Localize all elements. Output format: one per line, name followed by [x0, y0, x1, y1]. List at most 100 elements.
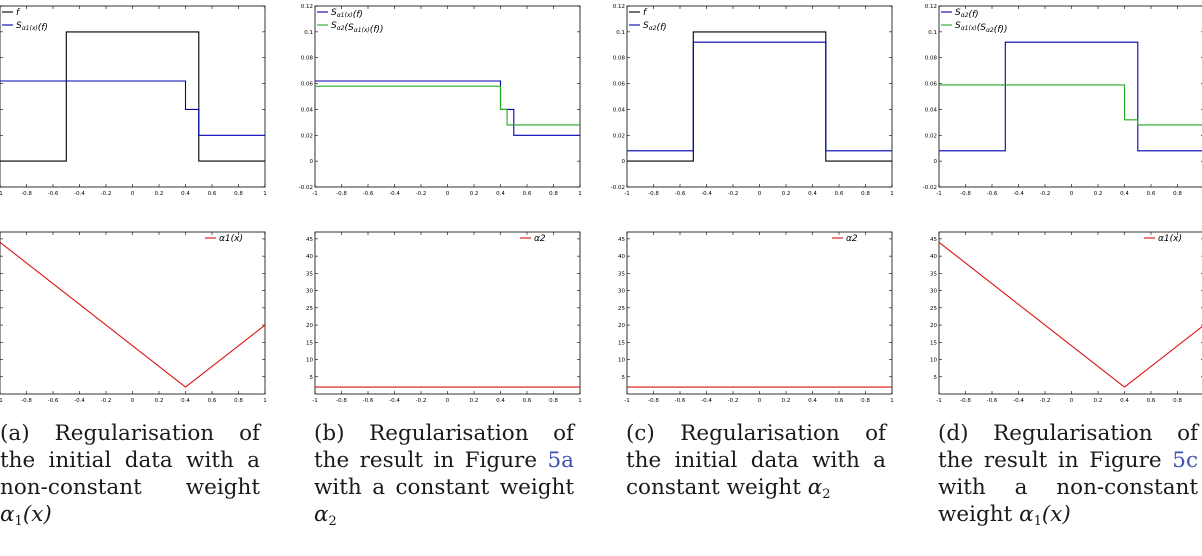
series-line-green: [939, 84, 1202, 126]
plot-frame: [938, 231, 1202, 395]
x-tick-label: -1: [0, 191, 3, 197]
x-tick-label: 0.2: [1094, 398, 1103, 404]
x-tick-label: -0.8: [21, 191, 32, 197]
x-tick-label: 0.4: [1120, 191, 1129, 197]
caption-b-tag: (b): [314, 421, 345, 446]
series-line-blue: [627, 41, 892, 152]
x-tick-label: -0.6: [48, 191, 59, 197]
y-tick-label: 0.08: [301, 56, 314, 62]
plot-frame: [626, 5, 893, 188]
y-tick-label: 30: [930, 289, 937, 295]
x-tick-label: -0.2: [101, 398, 112, 404]
x-tick-label: -0.4: [74, 191, 85, 197]
caption-d-tag: (d): [938, 421, 969, 446]
plot-frame: [0, 5, 266, 188]
y-tick-label: 35: [618, 271, 625, 277]
x-tick-label: -0.8: [21, 398, 32, 404]
y-tick-label: 25: [306, 306, 313, 312]
y-tick-label: -0.02: [611, 185, 625, 191]
x-tick-label: -0.2: [101, 191, 112, 197]
y-tick-label: 10: [306, 358, 313, 364]
x-tick-label: 0.6: [835, 398, 844, 404]
x-tick-label: -0.2: [728, 398, 739, 404]
caption-b-text: Regularisation of the result in Figure: [314, 421, 574, 473]
caption-b-math: α2: [314, 502, 337, 529]
x-tick-label: 0.6: [1147, 398, 1156, 404]
y-tick-label: 0.06: [301, 82, 314, 88]
x-tick-label: -1: [312, 191, 317, 197]
plot-panel-c-bottom: -1 -0.8 -0.6 -0.4 -0.2 0 0.2 0.4 0.6 0.8 151015202…: [618, 231, 894, 404]
series-line-red: [0, 241, 266, 388]
plot-frame: [626, 231, 893, 395]
x-tick-label: -0.2: [416, 191, 427, 197]
x-tick-label: 0.6: [523, 191, 532, 197]
caption-b: (b) Regularisation of the result in Figu…: [314, 420, 574, 535]
x-tick-label: -0.8: [648, 191, 659, 197]
x-tick-label: -0.6: [675, 398, 686, 404]
x-tick-label: -0.2: [416, 398, 427, 404]
x-tick-label: -0.8: [960, 191, 971, 197]
y-tick-label: 0: [934, 159, 938, 165]
x-tick-label: -0.2: [1040, 398, 1051, 404]
x-tick-label: -0.6: [48, 398, 59, 404]
y-tick-label: 20: [618, 323, 625, 329]
y-tick-label: 0.04: [613, 107, 626, 113]
x-tick-label: -0.8: [336, 398, 347, 404]
x-tick-label: 0: [758, 191, 762, 197]
y-tick-label: 5: [310, 375, 314, 381]
y-tick-label: 10: [930, 358, 937, 364]
caption-d-figure-link[interactable]: 5c: [1172, 448, 1198, 473]
x-tick-label: 0.6: [835, 191, 844, 197]
x-tick-label: -0.2: [728, 191, 739, 197]
x-tick-label: 0: [1070, 398, 1074, 404]
series-line-black: [0, 31, 265, 162]
x-tick-label: 0.8: [1173, 191, 1182, 197]
x-tick-label: 0.2: [782, 398, 791, 404]
series-line-blue: [0, 80, 265, 136]
y-tick-label: 25: [930, 306, 937, 312]
caption-b-figure-link[interactable]: 5a: [547, 448, 574, 473]
y-tick-label: 45: [306, 237, 313, 243]
x-tick-label: 0.8: [549, 191, 558, 197]
plot-panel-a-bottom: -1-0.8-0.6-0.4-0.200.20.40.60.8151015202…: [0, 231, 267, 404]
x-tick-label: 0.2: [155, 191, 164, 197]
y-tick-label: 40: [618, 254, 625, 260]
x-tick-label: 0.6: [1147, 191, 1156, 197]
x-tick-label: 0.8: [861, 398, 870, 404]
x-tick-label: -0.6: [675, 191, 686, 197]
plot-panel-b-top: -1 -0.8 -0.6 -0.4 -0.2 0 0.2 0.4 0.6 0.8 1 -0.02 0 0.…: [299, 4, 582, 197]
legend-label: α1(x): [219, 234, 243, 244]
x-tick-label: 0.2: [470, 191, 479, 197]
x-tick-label: 0.6: [208, 191, 217, 197]
x-tick-label: 0: [1070, 191, 1074, 197]
x-tick-label: 1: [578, 191, 582, 197]
x-tick-label: -0.4: [701, 398, 712, 404]
plot-panel-d-top: -1-0.8-0.6-0.4-0.200.20.40.60.81-0.0200.…: [923, 4, 1202, 197]
y-tick-label: 0.12: [301, 4, 313, 10]
x-tick-label: 0: [446, 398, 450, 404]
y-tick-label: 35: [930, 271, 937, 277]
caption-d-text: Regularisation of the result in Figure: [938, 421, 1198, 473]
x-tick-label: -1: [936, 398, 941, 404]
x-tick-label: -0.6: [363, 398, 374, 404]
y-tick-label: 0.1: [928, 30, 937, 36]
x-tick-label: -1: [936, 191, 941, 197]
y-tick-label: 5: [622, 375, 626, 381]
x-tick-label: 0.2: [155, 398, 164, 404]
series-line-black: [627, 31, 892, 162]
y-tick-label: 15: [930, 340, 937, 346]
y-tick-label: 20: [306, 323, 313, 329]
series-line-green: [315, 85, 580, 126]
x-tick-label: 0.4: [496, 398, 505, 404]
x-tick-label: 0.4: [1120, 398, 1129, 404]
y-tick-label: 5: [934, 375, 938, 381]
x-tick-label: -0.4: [701, 191, 712, 197]
y-tick-label: 45: [930, 237, 937, 243]
y-tick-label: 15: [618, 340, 625, 346]
caption-c-math: α2: [807, 475, 831, 502]
x-tick-label: 0.8: [234, 398, 243, 404]
y-tick-label: 10: [618, 358, 625, 364]
legend-label: α2: [846, 234, 858, 244]
plot-panel-b-bottom: -1 -0.8 -0.6 -0.4 -0.2 0 0.2 0.4 0.6 0.8 151015202…: [306, 231, 582, 404]
